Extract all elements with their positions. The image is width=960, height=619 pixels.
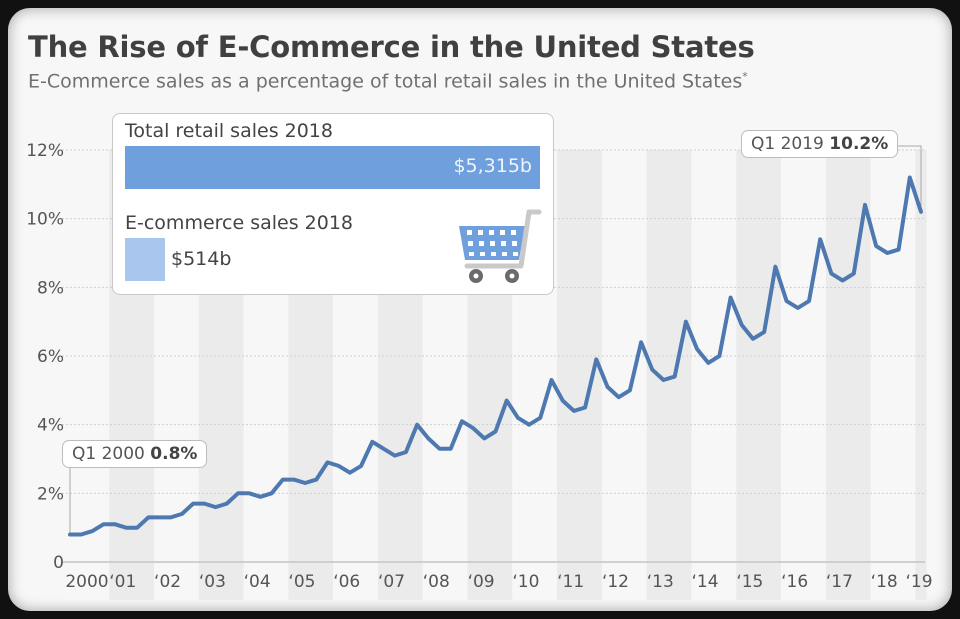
y-tick-label: 2%: [37, 484, 64, 504]
x-tick-label: ‘12: [602, 572, 629, 592]
ecommerce-value: $514b: [171, 248, 232, 270]
year-band: [646, 150, 692, 600]
x-tick-label: 2000: [65, 572, 108, 592]
x-tick-label: ‘19: [905, 572, 932, 592]
x-axis-ticks: 2000 ‘01 ‘02 ‘03 ‘04 ‘05 ‘06 ‘07 ‘08 ‘09 ‘10 ‘11 ‘12…: [65, 572, 932, 592]
callout-end: Q1 2019 10.2%: [741, 130, 899, 158]
gridlines: [62, 149, 925, 563]
callout-start-label: Q1 2000: [72, 444, 145, 464]
year-band: [557, 150, 602, 600]
x-tick-label: ‘10: [512, 572, 539, 592]
y-tick-label: 0: [53, 553, 64, 573]
total-retail-bar: $5,315b: [125, 146, 540, 189]
x-tick-label: ‘03: [199, 572, 226, 592]
callout-end-leader: [888, 145, 922, 212]
y-tick-label: 8%: [37, 278, 64, 298]
year-band: [781, 150, 826, 600]
x-tick-label: ‘18: [871, 572, 898, 592]
series-line: [68, 175, 923, 537]
total-retail-label: Total retail sales 2018: [125, 120, 333, 142]
shopping-cart-icon: [459, 209, 542, 283]
x-tick-label: ‘16: [781, 572, 808, 592]
x-tick-label: ‘06: [333, 572, 360, 592]
callout-start: Q1 2000 0.8%: [62, 440, 208, 468]
chart-subtitle: E-Commerce sales as a percentage of tota…: [28, 70, 748, 92]
x-tick-label: ‘07: [378, 572, 405, 592]
total-retail-value: $5,315b: [453, 155, 532, 177]
y-axis-ticks: 0 2% 4% 6% 8% 10% 12%: [26, 141, 64, 573]
ecommerce-label: E-commerce sales 2018: [125, 212, 354, 234]
year-band: [691, 150, 737, 600]
y-tick-label: 12%: [26, 141, 64, 161]
x-tick-label: ‘11: [557, 572, 584, 592]
y-tick-label: 4%: [37, 416, 64, 436]
x-tick-label: ‘14: [692, 572, 719, 592]
chart-title: The Rise of E-Commerce in the United Sta…: [28, 30, 755, 64]
year-band: [915, 150, 927, 600]
y-tick-label: 6%: [37, 347, 64, 367]
year-band: [870, 150, 916, 600]
x-tick-label: ‘01: [109, 572, 136, 592]
year-band: [601, 150, 647, 600]
callout-end-value: 10.2%: [829, 134, 889, 154]
subtitle-text: E-Commerce sales as a percentage of tota…: [28, 70, 743, 93]
ecommerce-bar: [125, 238, 165, 281]
x-tick-label: ‘04: [244, 572, 271, 592]
x-tick-label: ‘13: [647, 572, 674, 592]
y-tick-label: 10%: [26, 210, 64, 230]
year-band: [736, 150, 782, 600]
callout-start-value: 0.8%: [150, 444, 198, 464]
footnote-marker: *: [742, 70, 748, 83]
line-chart: 0 2% 4% 6% 8% 10% 12% 2000 ‘01 ‘02 ‘03 ‘04 ‘05 ‘06 ‘0…: [26, 141, 933, 600]
x-tick-label: ‘15: [736, 572, 763, 592]
x-tick-label: ‘17: [826, 572, 853, 592]
chart-card: The Rise of E-Commerce in the United Sta…: [8, 8, 952, 611]
callout-end-label: Q1 2019: [751, 134, 824, 154]
x-tick-label: ‘05: [288, 572, 315, 592]
x-tick-label: ‘02: [154, 572, 181, 592]
x-tick-label: ‘09: [468, 572, 495, 592]
callout-leaders: [69, 145, 922, 535]
x-tick-label: ‘08: [423, 572, 450, 592]
retail-infobox: Total retail sales 2018 $5,315b E-commer…: [112, 113, 554, 295]
